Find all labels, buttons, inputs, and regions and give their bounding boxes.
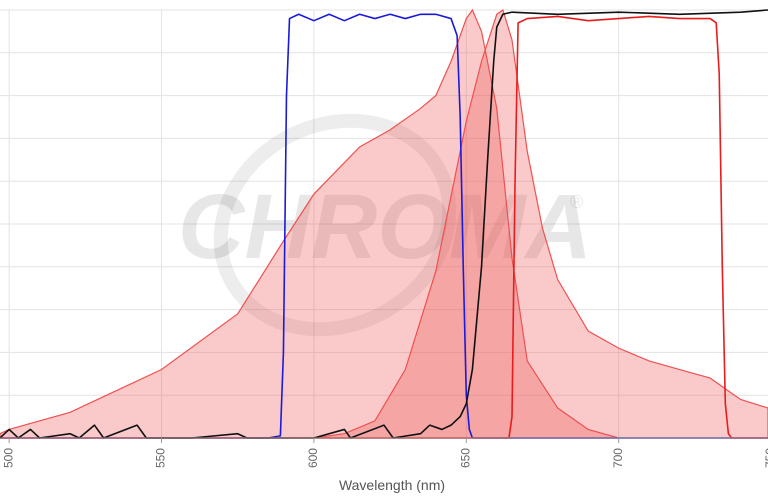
spectrum-line — [0, 15, 768, 439]
grid — [0, 9, 768, 439]
x-tick-label: 500 — [1, 448, 15, 468]
x-tick-label: 650 — [458, 448, 472, 468]
x-tick-label: 750 — [763, 448, 768, 468]
x-tick-label: 700 — [611, 448, 625, 468]
watermark-swoosh — [213, 113, 457, 337]
plot-area — [0, 8, 768, 439]
spectrum-line — [0, 13, 768, 439]
watermark-symbol: ® — [570, 192, 583, 212]
x-tick-label: 600 — [306, 448, 320, 468]
watermark-text: CHROMA — [178, 176, 592, 278]
watermark: CHROMA ® — [178, 113, 592, 337]
x-axis-label: Wavelength (nm) — [339, 477, 445, 493]
x-tick-label: 550 — [154, 448, 168, 468]
